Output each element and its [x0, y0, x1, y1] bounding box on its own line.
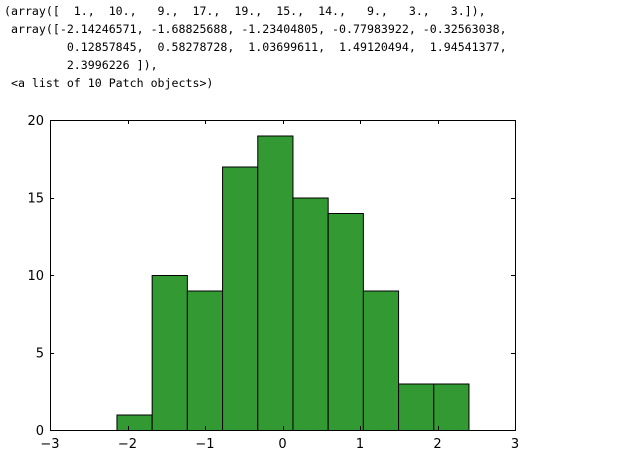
output-line: 0.12857845, 0.58278728, 1.03699611, 1.49…: [4, 40, 507, 54]
histogram-bar: [327, 213, 364, 431]
y-tick-label: 0: [36, 424, 44, 439]
x-tick-label: 2: [433, 437, 441, 452]
axis-ticks: [50, 120, 516, 431]
histogram-bar: [151, 275, 188, 431]
histogram-bar: [116, 414, 153, 431]
cell-output-text: (array([ 1., 10., 9., 17., 19., 15., 14.…: [4, 2, 507, 92]
y-tick-label: 10: [27, 269, 44, 284]
histogram-bar: [186, 290, 224, 431]
histogram-bar: [257, 135, 294, 431]
output-line: (array([ 1., 10., 9., 17., 19., 15., 14.…: [4, 4, 486, 18]
axis-tick-labels: −3 −2 −1 0 1 2 3 0 5 10 15 20: [27, 114, 519, 452]
output-line: array([-2.14246571, -1.68825688, -1.2340…: [4, 22, 507, 36]
histogram-bar: [222, 166, 259, 431]
histogram-bar: [292, 197, 329, 431]
histogram-bar: [362, 290, 400, 431]
x-tick-label: −1: [195, 437, 214, 452]
x-tick-label: 3: [511, 437, 519, 452]
x-tick-label: −2: [118, 437, 137, 452]
histogram-bar: [433, 383, 470, 431]
x-tick-label: 1: [356, 437, 364, 452]
y-tick-label: 5: [36, 347, 44, 362]
histogram-bars: [116, 135, 470, 431]
x-tick-label: 0: [278, 437, 286, 452]
x-tick-label: −3: [40, 437, 59, 452]
output-line: 2.3996226 ]),: [4, 58, 158, 72]
output-line: <a list of 10 Patch objects>): [4, 76, 214, 90]
y-tick-label: 15: [27, 192, 44, 207]
histogram-bar: [398, 383, 435, 431]
y-tick-label: 20: [27, 114, 44, 129]
